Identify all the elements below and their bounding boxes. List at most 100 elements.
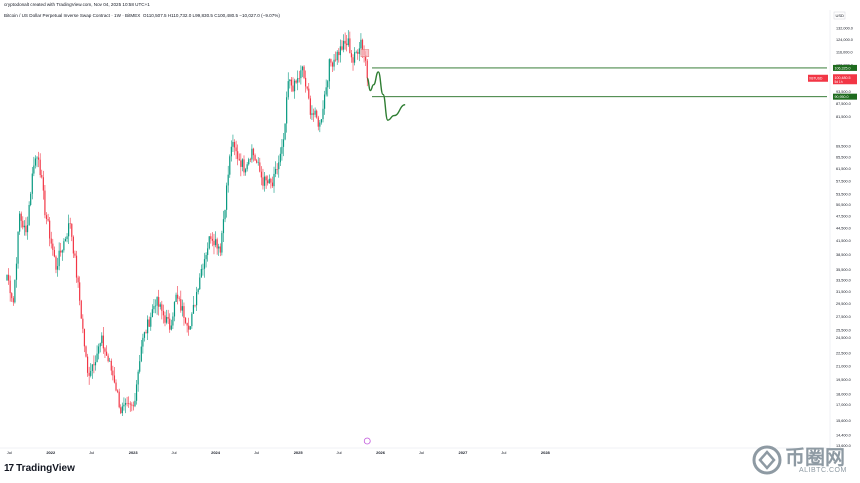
candle-body xyxy=(358,48,360,54)
candle-body xyxy=(19,213,21,232)
candle-body xyxy=(211,238,213,241)
candle-body xyxy=(289,79,291,82)
y-tick-label: 116,000.0 xyxy=(836,50,853,54)
candle-body xyxy=(145,332,147,334)
tradingview-brand: TradingView xyxy=(16,463,75,474)
candle-body xyxy=(131,404,133,406)
candle-body xyxy=(156,297,158,306)
candle-body xyxy=(150,317,152,327)
candle-body xyxy=(82,318,84,329)
watermark: 币圈网 ALIBTC.COM xyxy=(752,442,857,480)
y-tick-label: 38,500.0 xyxy=(836,253,851,257)
candle-body xyxy=(199,277,201,290)
candle-body xyxy=(293,80,296,92)
candle-body xyxy=(224,209,226,220)
candle-body xyxy=(139,361,141,372)
candle-body xyxy=(262,177,264,186)
candle-body xyxy=(327,81,329,88)
candle-body xyxy=(61,250,63,253)
candle-body xyxy=(233,142,236,148)
candle-body xyxy=(181,306,183,311)
x-tick-label: 2024 xyxy=(211,450,221,455)
candles-group xyxy=(6,30,368,417)
candle-body xyxy=(34,158,37,166)
candle-body xyxy=(41,175,43,178)
candle-body xyxy=(257,162,259,164)
candle-body xyxy=(104,348,106,352)
candle-body xyxy=(284,123,286,140)
candle-body xyxy=(349,38,351,54)
y-tick-label: 24,500.0 xyxy=(836,336,851,340)
candle-body xyxy=(177,294,179,299)
candle-body xyxy=(202,268,204,270)
candle-body xyxy=(71,223,73,237)
candle-body xyxy=(314,110,316,115)
candle-body xyxy=(140,346,142,362)
tradingview-logo[interactable]: 17 TradingView xyxy=(4,463,75,474)
candle-body xyxy=(20,213,22,221)
candle-body xyxy=(45,215,48,220)
candle-body xyxy=(256,160,258,163)
candle-body xyxy=(306,86,308,89)
candle-body xyxy=(178,298,180,300)
candle-body xyxy=(169,318,171,330)
candle-body xyxy=(110,360,112,371)
candle-body xyxy=(301,66,304,71)
y-tick-label: 25,500.0 xyxy=(836,329,851,333)
candle-body xyxy=(218,246,220,249)
candle-body xyxy=(357,51,359,54)
candle-body xyxy=(276,169,278,170)
candle-body xyxy=(39,159,41,176)
candle-body xyxy=(74,253,76,256)
candle-body xyxy=(102,335,104,349)
candle-body xyxy=(312,113,315,115)
candle-body xyxy=(98,346,100,354)
candle-body xyxy=(267,180,269,184)
candle-body xyxy=(203,259,206,269)
candle-body xyxy=(96,353,98,363)
candle-body xyxy=(72,236,74,254)
candle-body xyxy=(172,316,174,326)
candle-body xyxy=(320,119,323,123)
candle-body xyxy=(355,51,357,53)
candle-body xyxy=(295,80,297,83)
candle-body xyxy=(135,384,138,401)
candle-body xyxy=(121,406,123,414)
candle-body xyxy=(344,40,346,44)
candle-body xyxy=(365,54,367,61)
candle-body xyxy=(251,148,253,160)
candle-body xyxy=(55,256,57,270)
candle-body xyxy=(323,94,326,109)
candle-body xyxy=(69,223,71,224)
candle-body xyxy=(309,98,311,115)
y-tick-label: 22,500.0 xyxy=(836,352,851,356)
level-price-text: 106,325.0 xyxy=(835,66,851,70)
candle-body xyxy=(49,220,51,239)
candle-body xyxy=(170,325,172,330)
price-badges: USD 106,325.0 90,950.0 XBTUSD 100,480.55d 1h xyxy=(808,11,857,100)
candle-body xyxy=(56,266,59,270)
candle-body xyxy=(322,108,324,120)
symbol-line: Bitcoin / US Dollar Perpetual Inverse Sw… xyxy=(4,13,280,18)
candle-body xyxy=(298,78,300,79)
currency-label: USD xyxy=(836,13,845,18)
candle-body xyxy=(153,306,155,310)
y-tick-label: 33,500.0 xyxy=(836,279,851,283)
current-price-text: 100,480.5 xyxy=(835,76,851,80)
candle-body xyxy=(105,351,108,356)
candle-body xyxy=(205,255,207,260)
candle-body xyxy=(117,390,119,392)
candle-body xyxy=(226,185,228,210)
candle-body xyxy=(346,43,348,46)
candle-body xyxy=(88,372,90,376)
candle-body xyxy=(342,40,345,50)
y-tick-label: 19,500.0 xyxy=(836,378,851,382)
candle-body xyxy=(132,405,134,407)
candle-body xyxy=(232,142,234,147)
x-tick-label: 2027 xyxy=(458,450,468,455)
candle-body xyxy=(165,317,168,323)
candle-body xyxy=(44,190,46,216)
candle-body xyxy=(192,304,195,314)
candle-body xyxy=(147,319,149,334)
